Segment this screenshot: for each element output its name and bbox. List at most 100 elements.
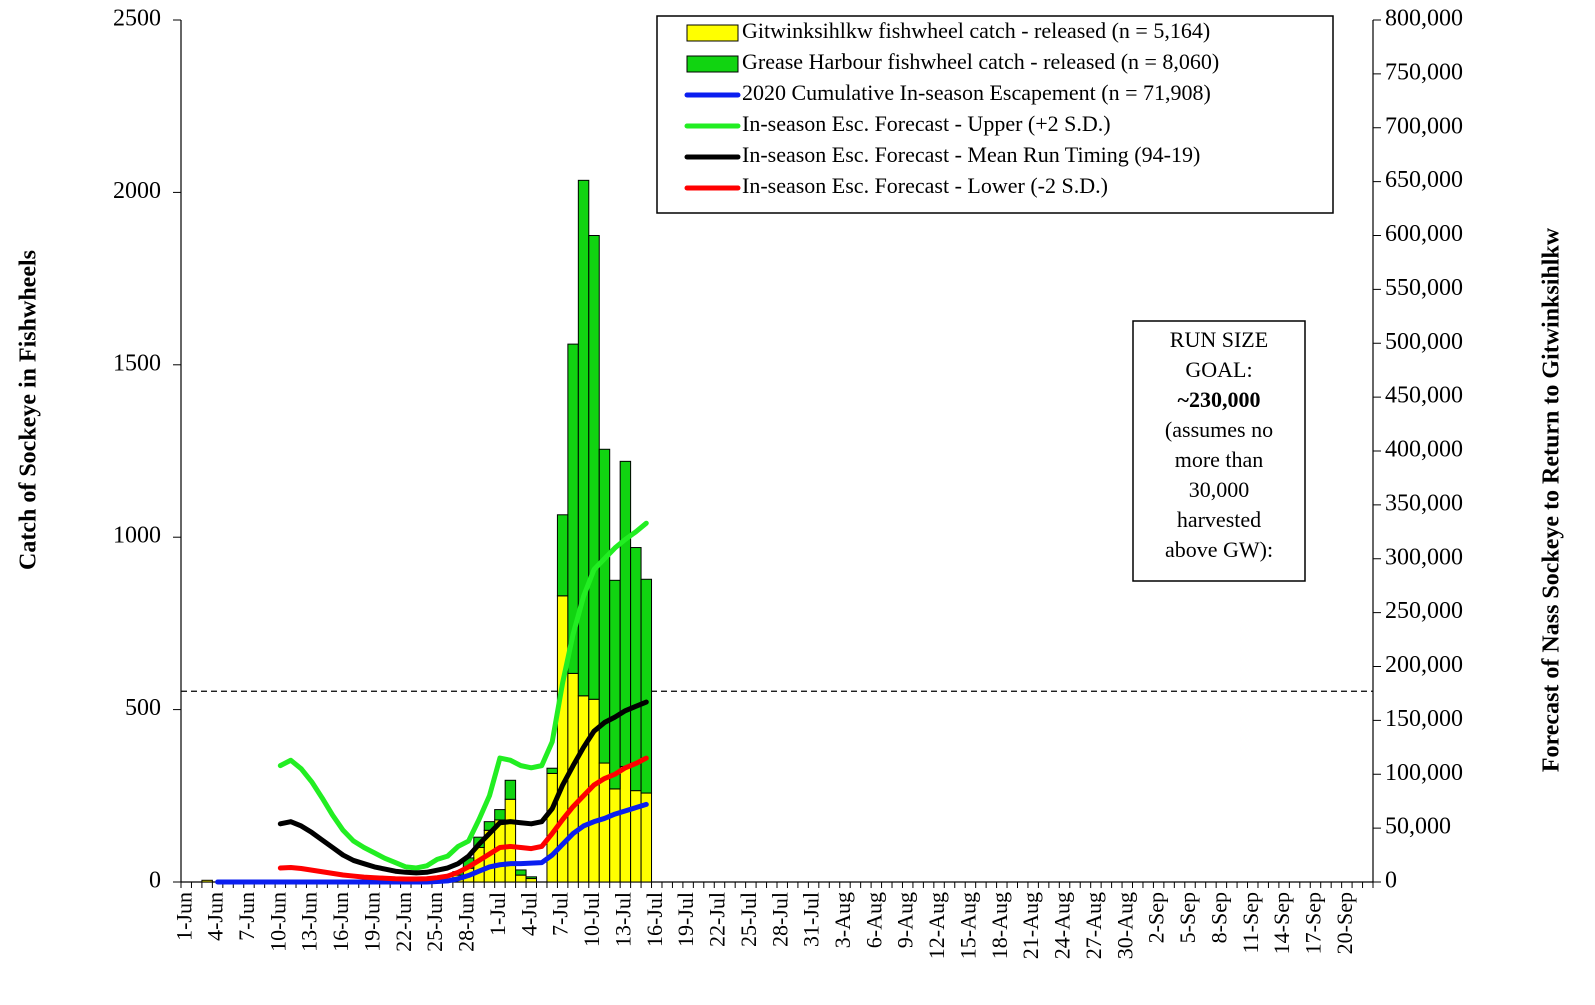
y2-tick-label: 150,000: [1385, 706, 1463, 732]
y2-tick-label: 550,000: [1385, 275, 1463, 301]
x-tick-label: 16-Jul: [642, 892, 667, 947]
x-tick-label: 28-Jul: [767, 892, 792, 947]
line: [215, 801, 649, 885]
bar: [588, 235, 600, 700]
x-tick-label: 19-Jul: [673, 892, 698, 947]
bar: [609, 579, 621, 790]
annotation-text: 30,000: [1189, 477, 1250, 502]
y-tick-label: 500: [125, 695, 161, 721]
legend-swatch: [686, 55, 739, 73]
x-tick-label: 4-Jul: [516, 892, 541, 936]
x-tick-label: 13-Jul: [610, 892, 635, 947]
annotation-text: above GW):: [1165, 537, 1273, 562]
x-tick-label: 24-Aug: [1050, 892, 1075, 959]
y2-axis-title: Forecast of Nass Sockeye to Return to Gi…: [1539, 227, 1565, 772]
annotation-text: harvested: [1177, 507, 1261, 532]
x-tick-label: 17-Sep: [1301, 892, 1326, 954]
bar: [619, 460, 632, 767]
x-tick-label: 15-Aug: [955, 892, 980, 959]
bar: [515, 869, 527, 876]
x-tick-label: 22-Jul: [705, 892, 730, 947]
y2-tick-label: 400,000: [1385, 437, 1463, 463]
y-tick-label: 0: [149, 868, 161, 894]
y-tick-label: 1500: [113, 350, 161, 376]
legend-label: In-season Esc. Forecast - Mean Run Timin…: [742, 142, 1200, 167]
x-tick-label: 13-Jun: [297, 892, 322, 952]
bar: [619, 765, 632, 883]
y2-tick-label: 450,000: [1385, 383, 1463, 409]
x-tick-label: 8-Sep: [1206, 892, 1231, 943]
x-tick-label: 16-Jun: [328, 892, 353, 952]
x-tick-label: 4-Jun: [203, 892, 228, 941]
bar: [515, 874, 527, 883]
annotation-text: RUN SIZE: [1170, 327, 1268, 352]
x-tick-label: 25-Jun: [422, 892, 447, 952]
y2-tick-label: 600,000: [1385, 221, 1463, 247]
y-tick-label: 1000: [113, 523, 161, 549]
legend-swatch: [686, 24, 739, 42]
legend-box: [656, 15, 1334, 214]
x-tick-label: 7-Jul: [548, 892, 573, 936]
legend-label: In-season Esc. Forecast - Lower (-2 S.D.…: [742, 173, 1108, 198]
bar: [567, 672, 579, 883]
x-tick-label: 25-Jul: [736, 892, 761, 947]
y2-tick-label: 300,000: [1385, 544, 1463, 570]
y-axis-title: Catch of Sockeye in Fishwheels: [16, 250, 42, 570]
x-tick-label: 22-Jun: [391, 892, 416, 952]
bar: [504, 798, 517, 883]
x-tick-label: 3-Aug: [830, 892, 855, 948]
legend-label: Gitwinksihlkw fishwheel catch - released…: [742, 18, 1210, 43]
annotation-text: (assumes no: [1165, 417, 1273, 442]
x-tick-label: 27-Aug: [1081, 892, 1106, 959]
x-tick-label: 14-Sep: [1269, 892, 1294, 954]
y2-tick-label: 50,000: [1385, 814, 1451, 840]
bar: [494, 809, 506, 821]
x-tick-label: 1-Jul: [485, 892, 510, 936]
annotation-box: [1132, 320, 1306, 582]
y2-tick-label: 200,000: [1385, 652, 1463, 678]
x-tick-label: 5-Sep: [1175, 892, 1200, 943]
legend-label: In-season Esc. Forecast - Upper (+2 S.D.…: [742, 111, 1111, 136]
y2-tick-label: 0: [1385, 868, 1397, 894]
y-tick-label: 2000: [113, 178, 161, 204]
annotation-text: more than: [1175, 447, 1264, 472]
bar: [640, 578, 653, 794]
y2-tick-label: 650,000: [1385, 167, 1463, 193]
bar: [609, 788, 621, 883]
y2-tick-label: 800,000: [1385, 6, 1463, 32]
x-tick-label: 7-Jun: [234, 892, 259, 941]
y2-tick-label: 500,000: [1385, 329, 1463, 355]
x-tick-label: 20-Sep: [1332, 892, 1357, 954]
x-tick-label: 1-Jun: [171, 892, 196, 941]
x-tick-label: 30-Aug: [1112, 892, 1137, 959]
x-tick-label: 9-Aug: [893, 892, 918, 948]
legend-label: Grease Harbour fishwheel catch - release…: [742, 49, 1219, 74]
y-tick-label: 2500: [113, 6, 161, 32]
x-tick-label: 21-Aug: [1018, 892, 1043, 959]
x-tick-label: 10-Jul: [579, 892, 604, 947]
x-tick-label: 19-Jun: [359, 892, 384, 952]
bar: [630, 547, 642, 792]
bar: [556, 514, 569, 597]
x-tick-label: 10-Jun: [265, 892, 290, 952]
x-tick-label: 12-Aug: [924, 892, 949, 959]
annotation-text: ~230,000: [1178, 387, 1261, 412]
line: [277, 699, 649, 876]
x-tick-label: 28-Jun: [454, 892, 479, 952]
bar: [525, 876, 538, 880]
bar: [525, 878, 538, 883]
annotation-text: GOAL:: [1185, 357, 1252, 382]
y2-tick-label: 350,000: [1385, 490, 1463, 516]
line: [277, 755, 649, 882]
bar: [504, 779, 517, 800]
x-tick-label: 6-Aug: [861, 892, 886, 948]
bar: [201, 879, 213, 883]
bar: [546, 767, 558, 774]
line: [277, 520, 649, 871]
x-tick-label: 18-Aug: [987, 892, 1012, 959]
y2-tick-label: 100,000: [1385, 760, 1463, 786]
y2-tick-label: 250,000: [1385, 598, 1463, 624]
y2-tick-label: 700,000: [1385, 113, 1463, 139]
legend-label: 2020 Cumulative In-season Escapement (n …: [742, 80, 1211, 105]
